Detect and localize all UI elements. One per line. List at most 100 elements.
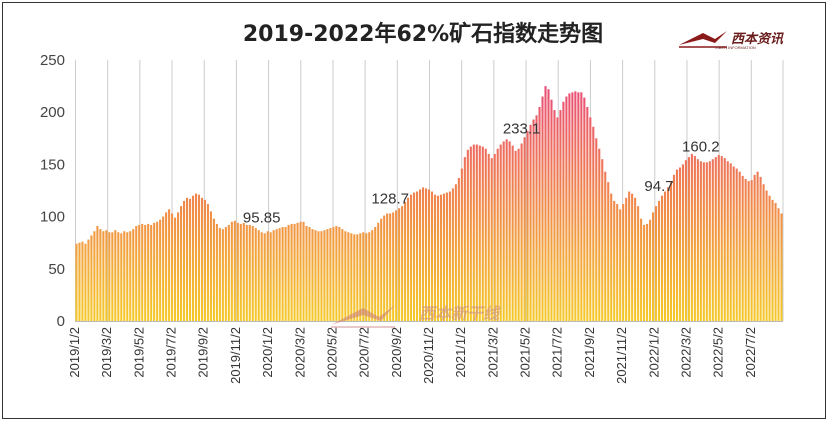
watermark-name: 西本新干线 [419,304,501,323]
x-tick-label: 2021/5/2 [518,327,533,378]
bar [693,156,696,321]
annotation-label: 160.2 [682,138,720,155]
bar [311,229,314,321]
bar [589,117,592,321]
bar [105,230,108,321]
bar [750,180,753,321]
bar [90,235,93,321]
bar [568,93,571,321]
bar [129,231,132,321]
bar [96,226,99,321]
bar [147,223,150,321]
bar [478,145,481,321]
bar [365,233,368,321]
bar [353,234,356,321]
x-tick-label: 2020/5/2 [324,327,339,378]
bar [323,230,326,321]
bar [424,188,428,321]
bar [481,146,484,321]
bar [156,221,159,321]
bar [224,227,227,321]
x-tick-label: 2019/7/2 [164,327,179,378]
bar [777,208,780,321]
bar [538,106,541,321]
bar [634,197,637,321]
bar [299,221,302,321]
bar [427,189,431,321]
bar [93,231,96,321]
bar [177,212,180,321]
bar [744,179,747,321]
bar [720,156,723,321]
x-tick-label: 2019/5/2 [131,327,146,378]
bar [604,171,607,321]
bar [126,232,129,321]
bar [565,96,568,321]
bar [544,86,547,321]
bar [598,148,601,321]
x-tick-label: 2020/1/2 [260,327,275,378]
bar [200,197,204,321]
annotation-label: 94.7 [644,178,673,195]
bar [505,139,508,321]
bar [657,200,661,321]
y-tick-label: 0 [57,313,65,330]
bar [469,146,472,321]
bar [290,223,293,321]
bar [182,200,186,321]
bar [436,195,440,321]
x-tick-label: 2020/7/2 [357,327,372,378]
bar [511,145,514,321]
bar [117,232,120,321]
bar [123,231,126,321]
x-tick-label: 2021/3/2 [485,327,500,378]
bar [457,177,460,321]
bar [374,227,377,321]
bar [242,222,245,321]
bar [209,211,212,321]
bar [293,223,296,321]
bar [275,229,278,321]
bar [577,92,580,321]
bar [266,231,269,321]
bar [395,210,398,321]
bar [141,223,144,321]
bar [637,206,640,321]
bar [771,199,774,321]
bar [203,199,206,321]
chart-frame: 2019-2022年62%矿石指数走势图 西本资讯 XIBEN INFORMAT… [2,2,826,419]
bar [439,194,442,321]
bar [717,155,720,321]
bar [729,163,732,321]
bar [523,137,526,321]
x-tick-label: 2022/7/2 [743,327,758,378]
bar [780,213,783,321]
bar [305,226,308,321]
xiben-watermark: 西本新干线 [331,304,501,328]
bar [284,227,287,321]
bar [341,229,344,321]
bar [714,157,717,321]
bar [239,223,242,321]
bar [562,101,565,321]
bar [263,233,266,321]
bar [660,195,664,321]
bar [230,221,233,321]
bar [392,212,395,321]
bar [398,208,401,321]
bar [708,161,711,321]
bar [212,218,215,321]
bar [185,197,189,321]
bar [356,234,359,321]
bar [759,176,762,321]
bar [451,188,454,321]
bar [696,159,699,321]
bar [553,110,556,321]
bar [448,191,451,321]
bar [302,221,305,321]
logo-name: 西本资讯 [731,31,784,47]
bar [108,232,111,321]
bar [150,224,153,321]
bar [416,191,419,321]
bar [607,182,610,321]
